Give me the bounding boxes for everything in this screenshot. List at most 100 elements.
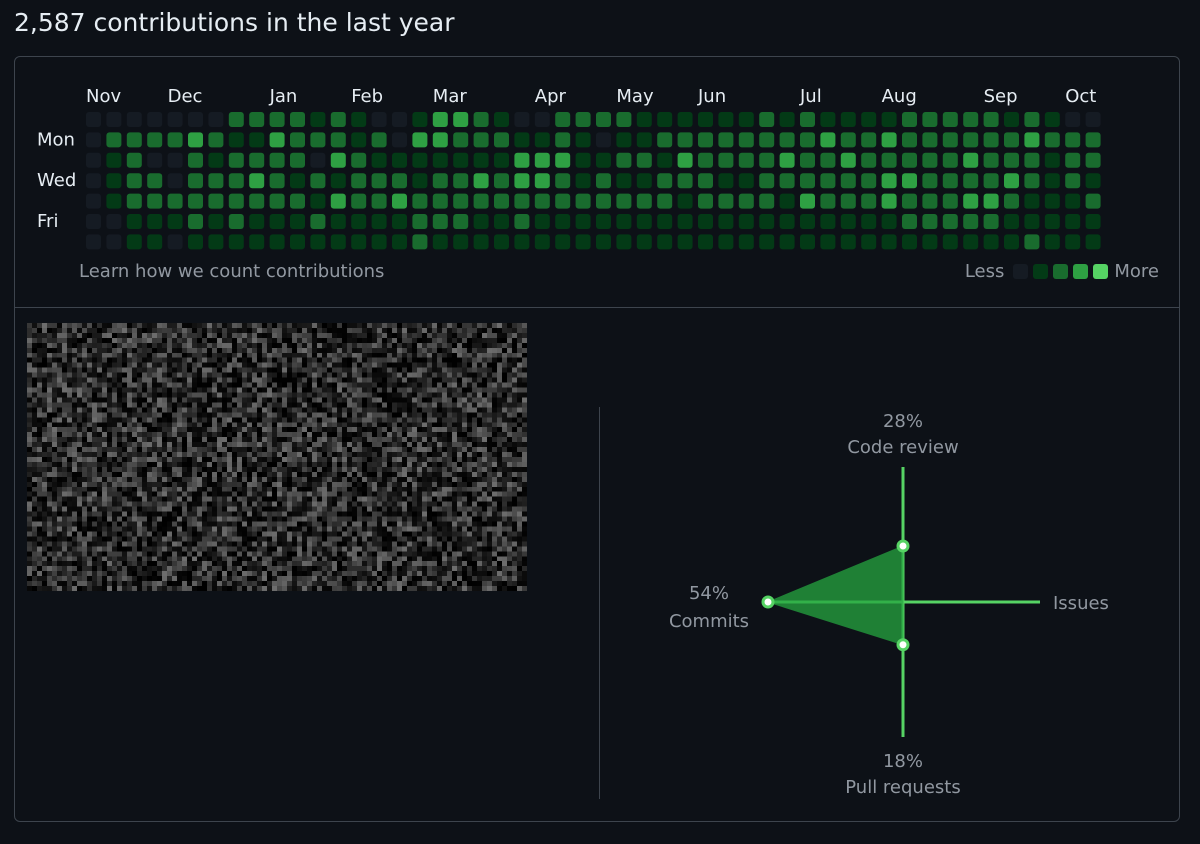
contribution-day-cell[interactable]: [575, 132, 591, 148]
contribution-day-cell[interactable]: [228, 132, 244, 148]
contribution-day-cell[interactable]: [779, 112, 795, 127]
contribution-day-cell[interactable]: [759, 132, 775, 148]
contribution-day-cell[interactable]: [167, 193, 183, 209]
contribution-day-cell[interactable]: [922, 112, 938, 127]
contribution-day-cell[interactable]: [249, 112, 265, 127]
contribution-day-cell[interactable]: [494, 173, 509, 189]
contribution-day-cell[interactable]: [392, 112, 407, 127]
contribution-day-cell[interactable]: [514, 234, 530, 250]
contribution-day-cell[interactable]: [820, 234, 836, 250]
learn-how-we-count-link[interactable]: Learn how we count contributions: [79, 261, 385, 282]
contribution-day-cell[interactable]: [208, 193, 224, 209]
contribution-day-cell[interactable]: [942, 234, 958, 250]
contribution-day-cell[interactable]: [657, 132, 673, 148]
contribution-day-cell[interactable]: [1024, 132, 1040, 148]
contribution-day-cell[interactable]: [698, 132, 713, 148]
contribution-day-cell[interactable]: [473, 112, 489, 127]
contribution-day-cell[interactable]: [167, 132, 183, 148]
contribution-day-cell[interactable]: [147, 193, 163, 209]
contribution-day-cell[interactable]: [1004, 173, 1019, 189]
contribution-day-cell[interactable]: [432, 152, 448, 168]
contribution-day-cell[interactable]: [636, 132, 652, 148]
contribution-day-cell[interactable]: [759, 214, 775, 229]
contribution-day-cell[interactable]: [616, 112, 632, 127]
contribution-day-cell[interactable]: [840, 193, 856, 209]
contribution-day-cell[interactable]: [738, 132, 754, 148]
contribution-day-cell[interactable]: [147, 112, 163, 127]
contribution-day-cell[interactable]: [208, 132, 224, 148]
contribution-day-cell[interactable]: [800, 193, 815, 209]
contribution-day-cell[interactable]: [147, 132, 163, 148]
contribution-day-cell[interactable]: [902, 132, 917, 148]
contribution-day-cell[interactable]: [1004, 193, 1019, 209]
contribution-day-cell[interactable]: [392, 132, 407, 148]
contribution-day-cell[interactable]: [351, 193, 367, 209]
contribution-day-cell[interactable]: [290, 112, 305, 127]
contribution-day-cell[interactable]: [269, 214, 285, 229]
contribution-day-cell[interactable]: [310, 132, 326, 148]
contribution-day-cell[interactable]: [657, 152, 673, 168]
contribution-day-cell[interactable]: [800, 173, 815, 189]
contribution-day-cell[interactable]: [983, 214, 999, 229]
contribution-day-cell[interactable]: [596, 173, 611, 189]
contribution-day-cell[interactable]: [657, 112, 673, 127]
contribution-day-cell[interactable]: [677, 132, 693, 148]
contribution-day-cell[interactable]: [188, 152, 203, 168]
contribution-day-cell[interactable]: [534, 132, 550, 148]
contribution-day-cell[interactable]: [188, 173, 203, 189]
contribution-day-cell[interactable]: [575, 173, 591, 189]
contribution-day-cell[interactable]: [351, 234, 367, 250]
contribution-day-cell[interactable]: [718, 193, 734, 209]
contribution-day-cell[interactable]: [473, 214, 489, 229]
contribution-day-cell[interactable]: [534, 112, 550, 127]
contribution-day-cell[interactable]: [1004, 152, 1019, 168]
contribution-day-cell[interactable]: [1085, 132, 1101, 148]
contribution-day-cell[interactable]: [330, 214, 346, 229]
contribution-day-cell[interactable]: [779, 152, 795, 168]
contribution-day-cell[interactable]: [779, 234, 795, 250]
contribution-day-cell[interactable]: [86, 132, 101, 148]
contribution-day-cell[interactable]: [1044, 132, 1060, 148]
contribution-day-cell[interactable]: [861, 173, 877, 189]
contribution-day-cell[interactable]: [596, 152, 611, 168]
contribution-day-cell[interactable]: [126, 132, 142, 148]
contribution-day-cell[interactable]: [269, 132, 285, 148]
contribution-day-cell[interactable]: [1004, 132, 1019, 148]
contribution-day-cell[interactable]: [555, 193, 571, 209]
contribution-day-cell[interactable]: [126, 214, 142, 229]
contribution-day-cell[interactable]: [432, 132, 448, 148]
contribution-day-cell[interactable]: [820, 152, 836, 168]
contribution-day-cell[interactable]: [636, 214, 652, 229]
contribution-day-cell[interactable]: [514, 214, 530, 229]
contribution-day-cell[interactable]: [453, 112, 469, 127]
contribution-day-cell[interactable]: [208, 152, 224, 168]
contribution-day-cell[interactable]: [596, 214, 611, 229]
contribution-day-cell[interactable]: [616, 132, 632, 148]
contribution-day-cell[interactable]: [881, 173, 897, 189]
contribution-day-cell[interactable]: [555, 214, 571, 229]
contribution-day-cell[interactable]: [963, 193, 979, 209]
contribution-day-cell[interactable]: [126, 152, 142, 168]
contribution-day-cell[interactable]: [698, 112, 713, 127]
contribution-day-cell[interactable]: [698, 214, 713, 229]
contribution-day-cell[interactable]: [330, 173, 346, 189]
contribution-day-cell[interactable]: [840, 234, 856, 250]
contribution-day-cell[interactable]: [514, 132, 530, 148]
contribution-day-cell[interactable]: [698, 234, 713, 250]
contribution-day-cell[interactable]: [1044, 234, 1060, 250]
contribution-day-cell[interactable]: [963, 112, 979, 127]
contribution-day-cell[interactable]: [800, 112, 815, 127]
contribution-day-cell[interactable]: [575, 152, 591, 168]
contribution-day-cell[interactable]: [188, 112, 203, 127]
contribution-day-cell[interactable]: [106, 132, 122, 148]
contribution-day-cell[interactable]: [718, 112, 734, 127]
contribution-day-cell[interactable]: [1044, 152, 1060, 168]
contribution-day-cell[interactable]: [453, 132, 469, 148]
contribution-day-cell[interactable]: [330, 152, 346, 168]
contribution-day-cell[interactable]: [596, 112, 611, 127]
contribution-day-cell[interactable]: [555, 234, 571, 250]
contribution-day-cell[interactable]: [494, 214, 509, 229]
contribution-day-cell[interactable]: [290, 193, 305, 209]
contribution-day-cell[interactable]: [1085, 112, 1101, 127]
contribution-day-cell[interactable]: [494, 132, 509, 148]
